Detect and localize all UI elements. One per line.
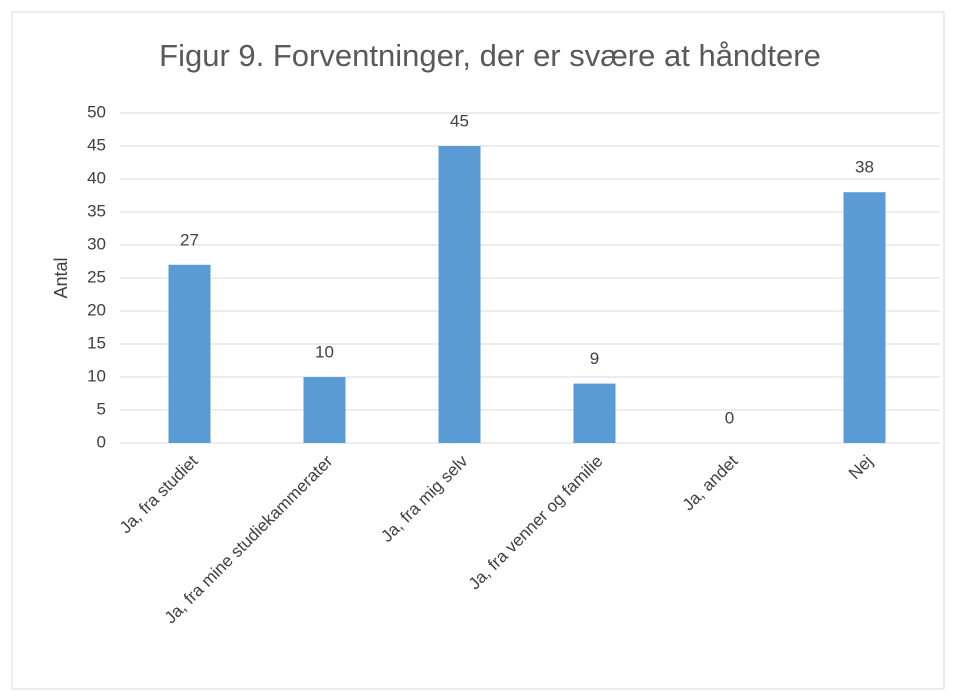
bar	[438, 146, 481, 443]
y-tick-label: 35	[87, 201, 106, 220]
data-label: 10	[315, 342, 334, 361]
y-tick-label: 45	[87, 135, 106, 154]
y-tick-label: 50	[87, 102, 106, 121]
bar	[843, 192, 886, 443]
y-tick-label: 0	[97, 432, 106, 451]
chart-title: Figur 9. Forventninger, der er svære at …	[159, 38, 821, 73]
y-tick-label: 25	[87, 267, 106, 286]
y-tick-label: 20	[87, 300, 106, 319]
bar	[168, 264, 211, 443]
y-tick-label: 40	[87, 168, 106, 187]
data-label: 9	[590, 349, 599, 368]
y-tick-label: 30	[87, 234, 106, 253]
bar	[303, 377, 346, 443]
data-label: 45	[450, 111, 469, 130]
data-label: 38	[855, 158, 874, 177]
y-axis-label: Antal	[51, 257, 71, 298]
y-tick-label: 10	[87, 366, 106, 385]
data-label: 27	[180, 230, 199, 249]
bar	[573, 383, 616, 443]
y-tick-label: 15	[87, 333, 106, 352]
data-label: 0	[725, 408, 734, 427]
y-tick-label: 5	[97, 399, 106, 418]
